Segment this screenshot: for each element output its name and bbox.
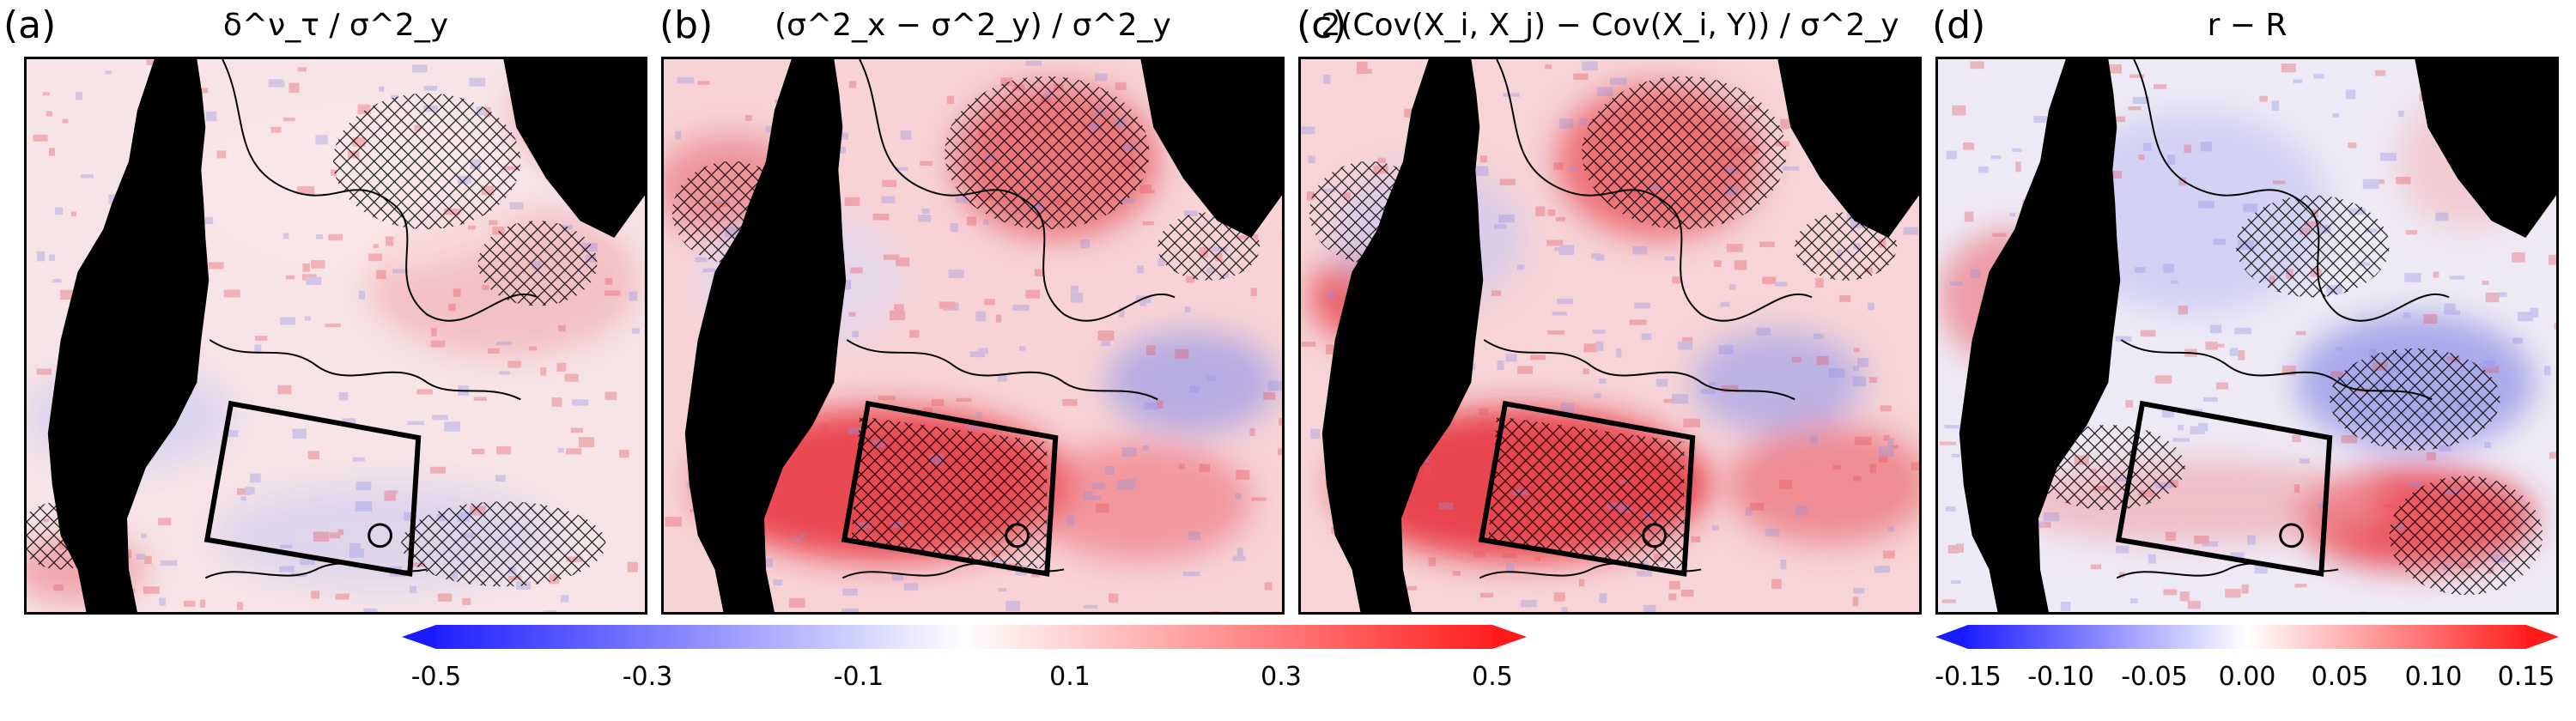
- colorbar-right-bar: [1968, 625, 2526, 649]
- colorbar-right-extend-max: [2526, 625, 2559, 649]
- colorbar-right-tick: -0.15: [1935, 662, 2002, 692]
- significance-hatching: [2032, 195, 2543, 596]
- region-box: [1478, 400, 1696, 577]
- colorbar-left-tick: -0.3: [622, 662, 673, 692]
- colorbar-left: [402, 625, 1527, 649]
- region-box: [2115, 400, 2333, 577]
- land-mass-greenland: [2415, 59, 2556, 239]
- region-box: [204, 400, 422, 577]
- land-mass-west: [1959, 59, 2121, 612]
- significance-hatching: [671, 76, 1261, 570]
- land-mass-greenland: [1777, 59, 1919, 239]
- colorbar-right-tick: -0.10: [2027, 662, 2094, 692]
- station-marker: [1005, 523, 1030, 548]
- station-marker: [368, 523, 392, 548]
- region-box: [841, 400, 1059, 577]
- map-d: [1938, 59, 2556, 612]
- station-marker: [1642, 523, 1667, 548]
- map-panel-b: [661, 57, 1285, 615]
- map-b: [664, 59, 1282, 612]
- panel-title-d: r − R: [2207, 8, 2287, 43]
- map-c: [1301, 59, 1919, 612]
- colorbar-right-tick: 0.10: [2404, 662, 2463, 692]
- panel-label-b: (b): [659, 3, 714, 47]
- colorbar-right-tick: 0.00: [2218, 662, 2276, 692]
- colorbar-right-tick: -0.05: [2121, 662, 2188, 692]
- map-panel-d: [1935, 57, 2559, 615]
- colorbar-left-tick: -0.5: [410, 662, 462, 692]
- colorbar-right-extend-min: [1935, 625, 1968, 649]
- panel-title-a: δ^ν_τ / σ^2_y: [222, 8, 449, 43]
- map-a: [27, 59, 645, 612]
- colorbar-left-bar: [436, 625, 1492, 649]
- colorbar-right: [1935, 625, 2559, 649]
- land-mass-west: [684, 59, 847, 612]
- land-mass-west: [47, 59, 210, 612]
- panel-title-b: (σ^2_x − σ^2_y) / σ^2_y: [775, 8, 1171, 43]
- colorbar-left-extend-max: [1492, 625, 1527, 649]
- panel-label-c: (c): [1297, 3, 1347, 47]
- colorbar-left-tick: -0.1: [833, 662, 884, 692]
- map-panel-c: [1298, 57, 1922, 615]
- panel-title-c: 2(Cov(X_i, X_j) − Cov(X_i, Y)) / σ^2_y: [1321, 8, 1899, 43]
- land-mass-greenland: [1140, 59, 1282, 239]
- map-panel-a: [24, 57, 647, 615]
- colorbar-right-tick: 0.15: [2497, 662, 2555, 692]
- colorbar-right-tick: 0.05: [2311, 662, 2369, 692]
- colorbar-left-tick: 0.3: [1261, 662, 1302, 692]
- station-marker: [2279, 523, 2304, 548]
- land-mass-greenland: [503, 59, 645, 239]
- colorbar-left-extend-min: [402, 625, 436, 649]
- colorbar-left-tick: 0.1: [1049, 662, 1091, 692]
- panel-label-a: (a): [3, 3, 57, 47]
- panel-label-d: (d): [1932, 3, 1986, 47]
- land-mass-west: [1321, 59, 1484, 612]
- colorbar-left-tick: 0.5: [1472, 662, 1513, 692]
- noise: [1301, 61, 1919, 612]
